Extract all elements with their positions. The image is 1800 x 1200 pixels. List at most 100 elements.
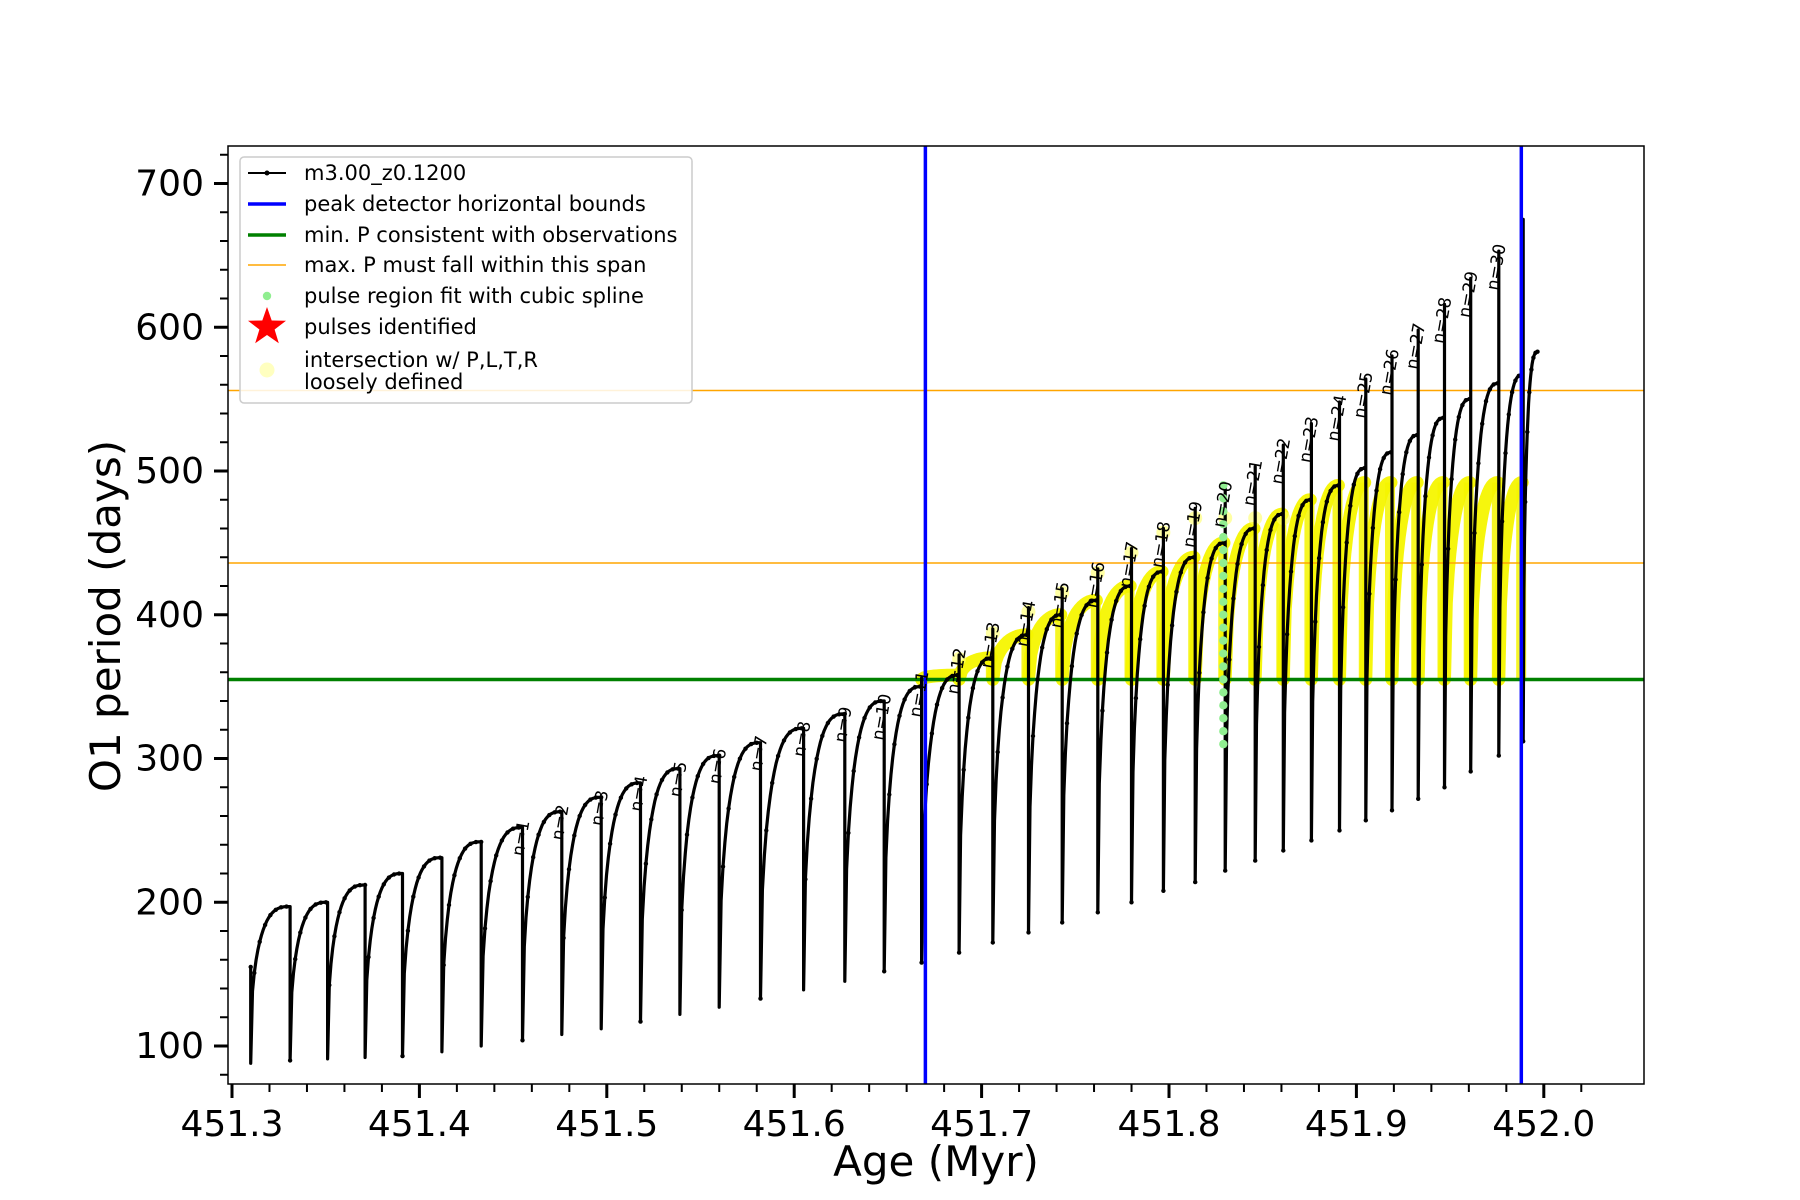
- series-point: [1060, 920, 1065, 925]
- spline-point: [1219, 688, 1228, 697]
- series-point: [1377, 467, 1383, 472]
- series-point: [732, 774, 737, 780]
- series-point: [1129, 900, 1134, 905]
- series-point: [975, 669, 980, 674]
- series-point: [1531, 355, 1536, 360]
- series-point: [748, 741, 754, 747]
- series-point: [1307, 497, 1313, 502]
- series-point: [643, 861, 649, 866]
- series-point: [917, 684, 923, 689]
- spline-point: [1219, 532, 1228, 542]
- series-point: [649, 817, 654, 822]
- series-point: [624, 786, 629, 791]
- series-point: [427, 858, 432, 863]
- series-point: [764, 828, 769, 833]
- series-point: [525, 894, 530, 900]
- series-point: [846, 830, 851, 836]
- series-point: [1217, 541, 1223, 546]
- y-tick-label: 700: [135, 164, 204, 205]
- series-point: [970, 685, 976, 691]
- series-point: [1397, 510, 1402, 515]
- series-point: [1256, 644, 1262, 650]
- series-point: [1138, 637, 1143, 642]
- series-point: [452, 873, 457, 878]
- series-point: [1030, 733, 1036, 739]
- series-point: [1197, 670, 1202, 675]
- series-point: [1205, 575, 1210, 581]
- series-point: [1332, 484, 1337, 489]
- series-point: [1404, 450, 1409, 455]
- series-point: [1355, 471, 1360, 476]
- x-tick-label: 451.5: [555, 1104, 658, 1145]
- series-point: [1437, 416, 1442, 422]
- series-point: [308, 906, 313, 912]
- legend-label: m3.00_z0.1200: [304, 161, 466, 186]
- series-point: [1491, 382, 1496, 387]
- series-point: [700, 761, 706, 767]
- series-point: [720, 864, 726, 869]
- series-point: [1527, 390, 1532, 395]
- series-point: [1044, 627, 1050, 632]
- series-point: [541, 819, 547, 825]
- series-point: [287, 1058, 293, 1063]
- series-point: [1414, 432, 1420, 438]
- y-tick-label: 200: [135, 882, 204, 923]
- series-point: [814, 756, 819, 761]
- series-point: [984, 656, 989, 661]
- series-point: [1416, 796, 1421, 801]
- series-point: [257, 939, 262, 944]
- peak-detector-bounds: [923, 146, 1524, 1084]
- series-point: [416, 875, 421, 880]
- series-point: [1213, 545, 1218, 551]
- legend-entry: pulse region fit with cubic spline: [262, 284, 644, 308]
- series-point: [1264, 547, 1269, 553]
- series-point: [659, 777, 665, 783]
- series-point: [293, 956, 298, 962]
- series-point: [929, 731, 935, 736]
- series-point: [919, 960, 924, 965]
- x-tick-label: 451.3: [180, 1104, 283, 1145]
- series-point: [1146, 584, 1152, 589]
- series-point: [1284, 632, 1290, 637]
- series-point: [1010, 646, 1015, 651]
- series-point: [1400, 471, 1405, 477]
- series-point: [268, 912, 273, 918]
- series-point: [371, 915, 376, 921]
- series-point: [494, 853, 499, 858]
- series-point: [1300, 503, 1305, 508]
- series-point: [1019, 633, 1025, 638]
- series-point: [945, 677, 950, 682]
- series-point: [1239, 541, 1244, 547]
- series-point: [599, 795, 604, 800]
- series-point: [882, 969, 887, 974]
- spline-point: [1219, 701, 1228, 710]
- series-point: [505, 830, 510, 835]
- series-point: [303, 915, 308, 920]
- legend-entry: m3.00_z0.1200: [248, 161, 466, 186]
- series-point: [273, 907, 278, 912]
- series-point: [1296, 513, 1301, 518]
- series-point: [1114, 598, 1119, 604]
- series-point: [381, 882, 386, 887]
- series-point: [1005, 664, 1010, 669]
- series-point: [1426, 455, 1432, 460]
- series-point: [793, 726, 798, 732]
- series-point: [634, 780, 640, 786]
- series-point: [955, 672, 960, 678]
- series-point: [347, 888, 352, 893]
- series-point: [547, 812, 552, 818]
- series-point: [990, 940, 995, 945]
- legend-dot-handle: [259, 362, 275, 378]
- series-point: [376, 894, 381, 899]
- spline-point: [1219, 597, 1228, 607]
- series-point: [566, 867, 572, 872]
- series-point: [706, 755, 711, 761]
- y-tick-label: 300: [135, 739, 204, 780]
- series-point: [1026, 930, 1031, 935]
- spline-point: [1219, 662, 1228, 671]
- series-point: [842, 711, 847, 717]
- series-point: [754, 740, 759, 745]
- spline-point: [1219, 481, 1228, 490]
- series-point: [1123, 584, 1128, 590]
- series-point: [856, 735, 862, 740]
